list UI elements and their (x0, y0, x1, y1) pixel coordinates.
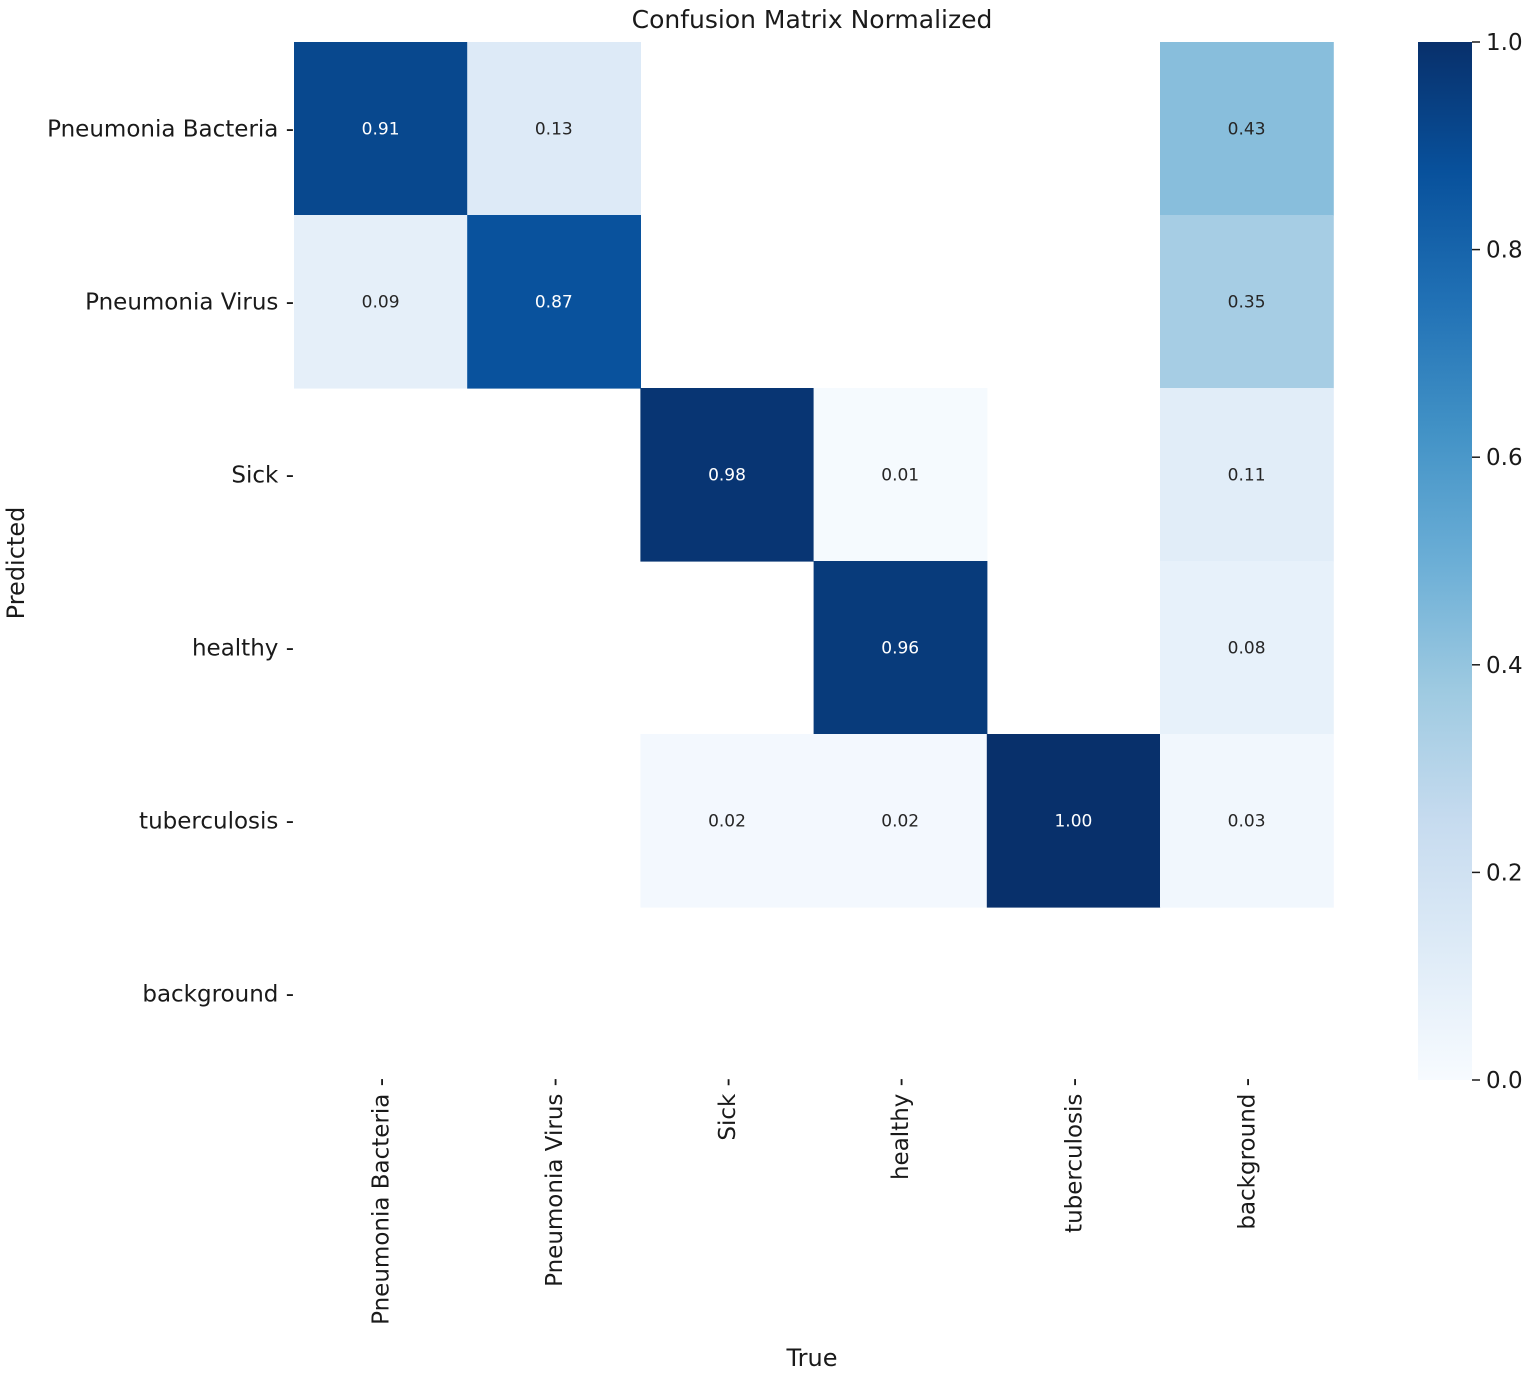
colorbar-tick-label: 0.2 (1486, 860, 1523, 886)
cell-value-label: 0.02 (708, 812, 746, 832)
cell-value-label: 0.13 (535, 120, 573, 140)
y-axis-title: Predicted (2, 507, 30, 620)
heatmap-cells (294, 42, 1334, 908)
x-tick-label: healthy - (888, 1078, 914, 1180)
y-tick-label: background - (142, 982, 294, 1008)
colorbar (1418, 42, 1472, 1080)
colorbar-tick-label: 0.0 (1486, 1068, 1523, 1094)
y-tick-label: tuberculosis - (139, 809, 294, 835)
x-tick-label: Pneumonia Virus - (542, 1078, 568, 1287)
heatmap-cell (294, 42, 468, 216)
heatmap-cell (1160, 215, 1334, 389)
cell-value-label: 0.09 (362, 293, 400, 313)
cell-value-label: 0.35 (1228, 293, 1266, 313)
heatmap-cell (1160, 561, 1334, 735)
y-tick-label: Pneumonia Bacteria - (47, 117, 294, 143)
x-tick-label: Pneumonia Bacteria - (369, 1078, 395, 1325)
cell-value-label: 0.03 (1228, 812, 1266, 832)
cell-value-label: 0.87 (535, 293, 573, 313)
heatmap-cell (1160, 42, 1334, 216)
cell-value-label: 0.08 (1228, 639, 1266, 659)
heatmap-cell (640, 388, 815, 562)
cell-value-label: 0.91 (362, 120, 400, 140)
cell-value-label: 0.98 (708, 466, 746, 486)
x-axis-ticks: Pneumonia Bacteria - Pneumonia Virus - Sic… (369, 1078, 1261, 1325)
chart-title: Confusion Matrix Normalized (632, 5, 993, 34)
y-tick-label: Sick - (231, 463, 294, 489)
colorbar-ticks: 0.0 0.2 0.4 0.6 0.8 1.0 (1472, 30, 1523, 1094)
heatmap-cell (467, 215, 641, 389)
x-axis-title: True (786, 1344, 838, 1372)
colorbar-tick-label: 0.8 (1486, 238, 1523, 264)
x-tick-label: tuberculosis - (1061, 1078, 1087, 1233)
cell-value-label: 0.43 (1228, 120, 1266, 140)
x-tick-label: Sick - (715, 1078, 741, 1141)
heatmap-cell (813, 734, 988, 908)
heatmap-cell (1160, 388, 1334, 562)
y-tick-label: healthy - (192, 636, 294, 662)
cell-value-label: 0.01 (881, 466, 919, 486)
cell-value-label: 0.11 (1228, 466, 1266, 486)
heatmap-cell-labels: 0.91 0.13 0.43 0.09 0.87 0.35 0.98 0.01 0.11 0.96… (362, 120, 1266, 832)
heatmap-cell (986, 734, 1161, 908)
cell-value-label: 0.96 (881, 639, 919, 659)
y-tick-label: Pneumonia Virus - (85, 290, 294, 316)
colorbar-tick-label: 1.0 (1486, 30, 1523, 56)
y-axis-ticks: Pneumonia Bacteria - Pneumonia Virus - Sic… (47, 117, 294, 1008)
heatmap-cell (294, 215, 468, 389)
heatmap-cell (467, 42, 641, 216)
heatmap-cell (813, 561, 988, 735)
heatmap-cell (1160, 734, 1334, 908)
cell-value-label: 0.02 (881, 812, 919, 832)
x-tick-label: background - (1235, 1078, 1261, 1230)
cell-value-label: 1.00 (1054, 812, 1092, 832)
heatmap-cell (813, 388, 988, 562)
colorbar-tick-label: 0.6 (1486, 445, 1523, 471)
colorbar-tick-label: 0.4 (1486, 653, 1523, 679)
heatmap-cell (640, 734, 815, 908)
